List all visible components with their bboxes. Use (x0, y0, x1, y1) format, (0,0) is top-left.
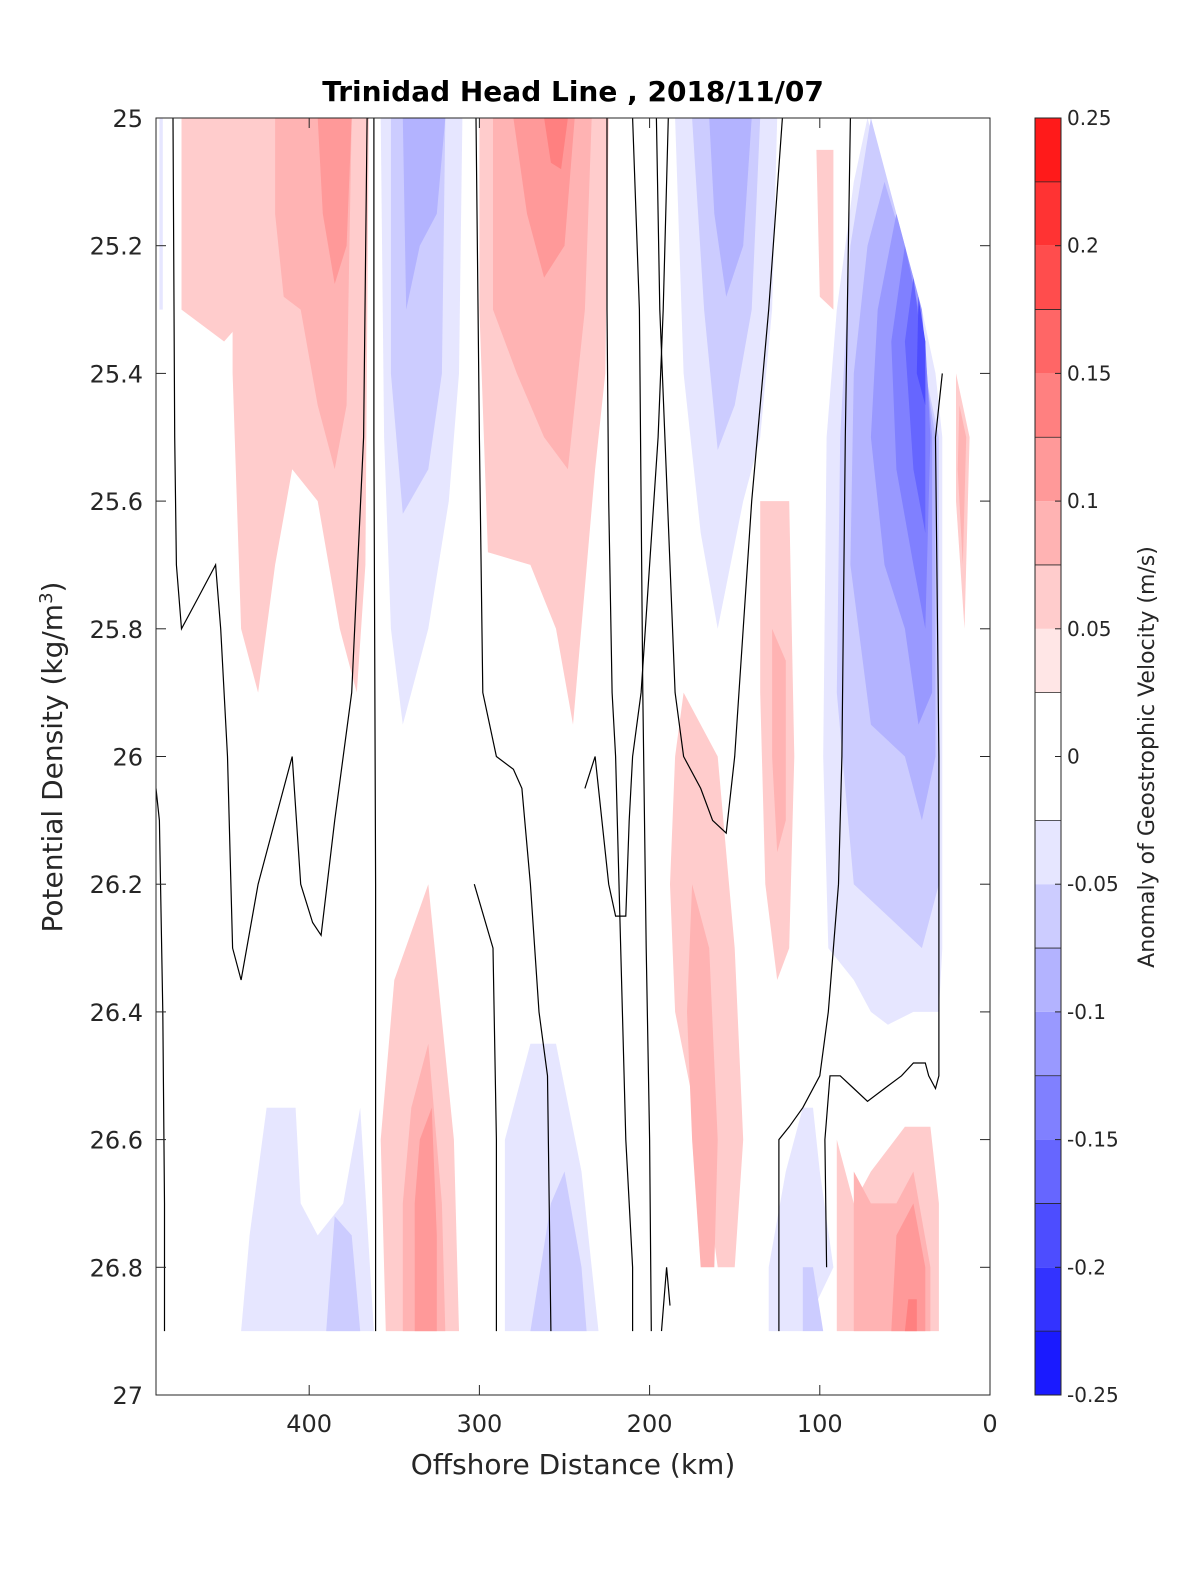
contour-region-pos-i-mid (772, 628, 786, 853)
contour-region-pos-j-mid (687, 884, 718, 1268)
y-tick-label: 27 (112, 1382, 143, 1410)
zero-contour-10 (778, 118, 851, 1332)
colorbar-segment (1035, 820, 1061, 885)
y-tick-label: 26.6 (90, 1127, 143, 1155)
colorbar-tick-label: 0.05 (1067, 617, 1112, 641)
contour-region-neg-n-mid (802, 1267, 824, 1332)
colorbar-segment (1035, 181, 1061, 246)
x-tick-label: 400 (286, 1410, 332, 1438)
zero-contour-7 (632, 118, 652, 1332)
colorbar-tick-label: 0.1 (1067, 489, 1099, 513)
colorbar-segment (1035, 373, 1061, 438)
contour-region-pos-k-inner (414, 1107, 437, 1332)
colorbar-segment (1035, 118, 1061, 182)
y-tick-label: 26.8 (90, 1254, 143, 1282)
colorbar-segment (1035, 948, 1061, 1012)
contour-region-pos-d-core (544, 118, 568, 170)
colorbar-segment (1035, 1139, 1061, 1204)
zero-contour-lines (156, 118, 943, 1332)
y-tick-label: 26 (112, 744, 143, 772)
colorbar-segment (1035, 309, 1061, 374)
chart-title: Trinidad Head Line , 2018/11/07 (322, 75, 824, 108)
contour-region-neg-g-7 (916, 296, 926, 406)
x-axis-label: Offshore Distance (km) (411, 1448, 736, 1481)
colorbar-ticks: 0.25 0.2 0.15 0.1 0.05 0 -0.05 -0.1 -0.15 -0.2 -0.… (1035, 106, 1119, 1407)
y-axis-ticks: 25 25.2 25.4 25.6 25.8 26 26.2 26.4 26.6 26.8 27 (90, 105, 990, 1410)
colorbar-segment (1035, 1331, 1061, 1395)
contour-region-pos-o-core (904, 1299, 917, 1332)
contour-region-neg-n-outer (768, 1107, 834, 1332)
colorbar-tick-label: -0.25 (1067, 1383, 1119, 1407)
zero-contour-6 (606, 118, 634, 1332)
y-tick-label: 26.4 (90, 999, 143, 1027)
y-axis-label: Potential Density (kg/m3) (36, 582, 70, 933)
colorbar-segment (1035, 1203, 1061, 1268)
zero-contour-0 (172, 118, 369, 981)
zero-contour-11 (824, 373, 943, 1268)
y-tick-label: 25.6 (90, 488, 143, 516)
contour-region-pos-a-outer (181, 118, 245, 342)
contour-region-pos-f-outer (816, 149, 834, 310)
contour-region-pos-b-inner (317, 118, 352, 284)
y-tick-label: 25 (112, 105, 143, 133)
colorbar-segment (1035, 1011, 1061, 1076)
y-tick-label: 25.2 (90, 233, 143, 261)
colorbar-tick-label: 0.15 (1067, 361, 1112, 385)
colorbar-tick-label: -0.15 (1067, 1128, 1119, 1152)
colorbar-segment (1035, 1075, 1061, 1140)
y-axis-label-sup: 3 (36, 592, 57, 603)
colorbar-tick-label: -0.2 (1067, 1255, 1106, 1279)
colorbar-tick-label: -0.1 (1067, 1000, 1106, 1024)
y-tick-label: 26.2 (90, 871, 143, 899)
contour-region-pos-o-inner (891, 1203, 926, 1332)
zero-contour-2 (373, 118, 377, 1332)
zero-contour-9 (655, 118, 783, 835)
zero-contour-4 (473, 884, 497, 1332)
contour-region-pos-h-mid (957, 405, 967, 565)
colorbar-tick-label: 0.2 (1067, 234, 1099, 258)
x-tick-label: 0 (982, 1410, 997, 1438)
colorbar-segment (1035, 564, 1061, 629)
colorbar-segment (1035, 628, 1061, 693)
colorbar-label: Anomaly of Geostrophic Velocity (m/s) (1135, 546, 1160, 968)
contour-region-neg-e-inner (709, 118, 752, 297)
contour-region-cyan-edge (159, 118, 163, 310)
filled-contours (159, 118, 970, 1332)
zero-contour-5 (584, 118, 669, 917)
y-axis-label-main: Potential Density (kg/m (36, 604, 69, 933)
y-axis-label-end: ) (36, 582, 69, 593)
colorbar-tick-label: 0.25 (1067, 106, 1112, 130)
y-tick-label: 25.8 (90, 616, 143, 644)
colorbar-segment (1035, 884, 1061, 949)
zero-contour-3 (475, 118, 552, 1332)
colorbar-tick-label: -0.05 (1067, 872, 1119, 896)
colorbar-segment (1035, 1267, 1061, 1332)
x-tick-label: 100 (797, 1410, 843, 1438)
contour-region-neg-c-inner (402, 118, 446, 310)
zero-contour-8 (660, 1267, 671, 1332)
colorbar-segment (1035, 437, 1061, 502)
colorbar-segment (1035, 501, 1061, 565)
contour-region-neg-m-mid (530, 1171, 587, 1332)
x-axis-ticks: 400 300 200 100 0 (286, 118, 998, 1438)
x-tick-label: 200 (627, 1410, 673, 1438)
y-tick-label: 25.4 (90, 360, 143, 388)
colorbar-tick-label: 0 (1067, 745, 1080, 769)
x-tick-label: 300 (456, 1410, 502, 1438)
colorbar-segment (1035, 245, 1061, 310)
contour-region-neg-l-mid (326, 1216, 361, 1332)
